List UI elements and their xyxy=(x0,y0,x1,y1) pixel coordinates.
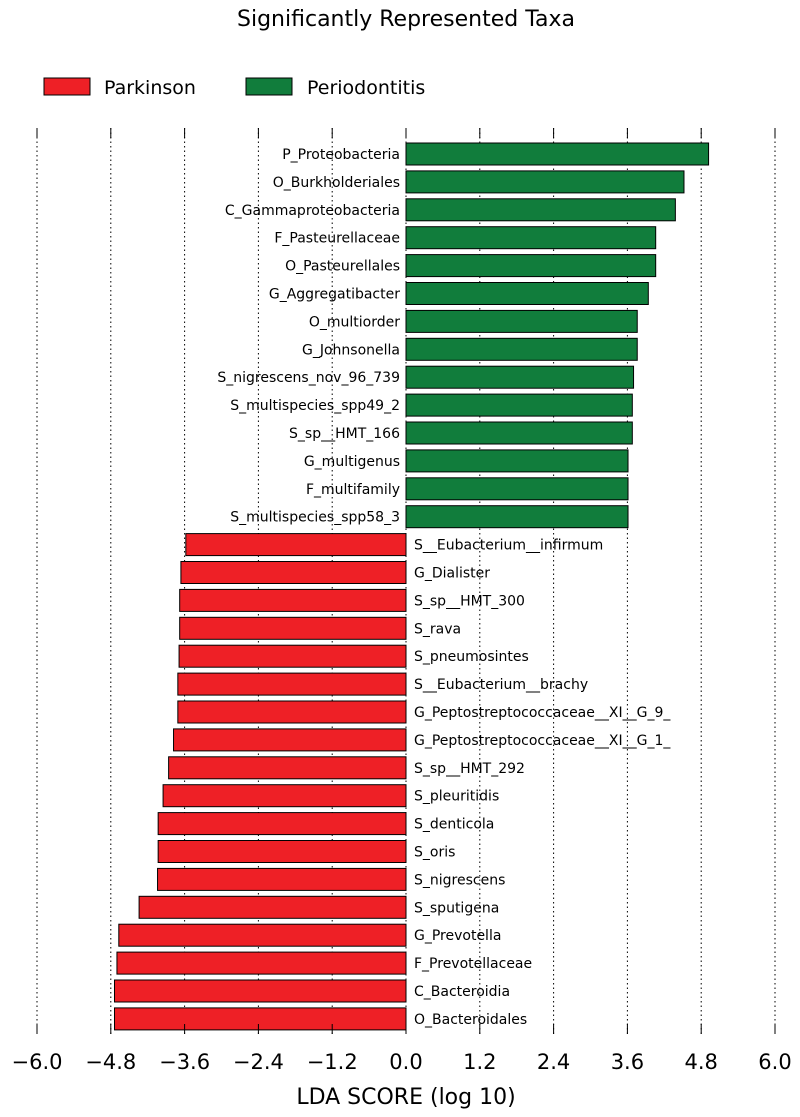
bar-label-g-dialister: G_Dialister xyxy=(414,566,490,582)
bar-o-burkholderiales xyxy=(405,170,685,194)
bar-label-s-nigrescens: S_nigrescens xyxy=(414,872,505,888)
bar-s-nigrescens-nov-96-739 xyxy=(405,365,635,389)
bar-g-peptostreptococcaceae-xi-g-1 xyxy=(173,728,407,752)
bar-label-c-bacteroidia: C_Bacteroidia xyxy=(414,984,510,1000)
bar-s-multispecies-spp49-2 xyxy=(405,393,633,417)
bar-label-p-proteobacteria: P_Proteobacteria xyxy=(282,147,400,163)
x-axis-label: LDA SCORE (log 10) xyxy=(296,1085,515,1110)
bar-s-sp-hmt-300 xyxy=(179,588,407,612)
bar-label-f-pasteurellaceae: F_Pasteurellaceae xyxy=(274,231,400,247)
bar-c-gammaproteobacteria xyxy=(405,198,676,222)
x-axis: −6.0 −4.8 −3.6 −2.4 −1.2 0.0 1.2 2.4 3.6 4.8 6.0 xyxy=(12,128,792,1074)
bar-s-eubacterium-infirmum xyxy=(185,533,407,557)
legend-swatch-parkinson xyxy=(43,77,91,96)
bar-s-eubacterium-brachy xyxy=(177,672,407,696)
bar-label-g-peptostreptococcaceae-xi-g-9: G_Peptostreptococcaceae__XI__G_9_ xyxy=(414,705,671,721)
bar-s-pleuritidis xyxy=(162,784,407,808)
bar-label-c-gammaproteobacteria: C_Gammaproteobacteria xyxy=(225,203,400,219)
bar-label-s-eubacterium-brachy: S__Eubacterium__brachy xyxy=(414,677,588,693)
bar-label-o-multiorder: O_multiorder xyxy=(309,314,400,330)
bar-label-g-multigenus: G_multigenus xyxy=(304,454,400,470)
x-tick-label: −6.0 xyxy=(12,1050,63,1074)
bar-label-s-sp-hmt-300: S_sp__HMT_300 xyxy=(414,593,525,609)
bar-label-g-aggregatibacter: G_Aggregatibacter xyxy=(269,287,400,303)
bar-label-s-sputigena: S_sputigena xyxy=(414,900,499,916)
bar-p-proteobacteria xyxy=(405,142,710,166)
bar-label-o-burkholderiales: O_Burkholderiales xyxy=(273,175,400,191)
bar-g-dialister xyxy=(180,561,407,584)
legend: Parkinson Periodontitis xyxy=(43,77,425,99)
bar-g-aggregatibacter xyxy=(405,282,649,305)
bar-s-denticola xyxy=(157,812,407,836)
legend-swatch-periodontitis xyxy=(245,77,293,96)
legend-label-periodontitis: Periodontitis xyxy=(307,77,425,99)
legend-label-parkinson: Parkinson xyxy=(104,77,196,99)
bar-s-pneumosintes xyxy=(178,644,407,668)
bar-c-bacteroidia xyxy=(113,979,407,1003)
bar-f-pasteurellaceae xyxy=(405,226,657,250)
bar-s-oris xyxy=(157,840,407,863)
bar-label-s-sp-hmt-166: S_sp__HMT_166 xyxy=(289,426,400,442)
bar-g-peptostreptococcaceae-xi-g-9 xyxy=(177,700,407,724)
bar-label-s-multispecies-spp49-2: S_multispecies_spp49_2 xyxy=(230,398,400,414)
bar-s-sp-hmt-292 xyxy=(168,756,407,780)
bar-g-johnsonella xyxy=(405,337,638,361)
bar-label-g-johnsonella: G_Johnsonella xyxy=(302,342,400,358)
bar-label-g-peptostreptococcaceae-xi-g-1: G_Peptostreptococcaceae__XI__G_1_ xyxy=(414,733,671,749)
x-tick-label: −1.2 xyxy=(307,1050,358,1074)
bar-label-s-rava: S_rava xyxy=(414,621,461,637)
bar-label-s-eubacterium-infirmum: S__Eubacterium__infirmum xyxy=(414,538,603,554)
bar-g-multigenus xyxy=(405,449,629,473)
bar-g-prevotella xyxy=(118,923,407,947)
bar-label-o-bacteroidales: O_Bacteroidales xyxy=(414,1012,527,1028)
bar-label-f-prevotellaceae: F_Prevotellaceae xyxy=(414,956,532,972)
bar-label-s-oris: S_oris xyxy=(414,845,455,861)
bars xyxy=(113,142,710,1031)
bar-f-prevotellaceae xyxy=(116,951,407,975)
x-tick-label: 0.0 xyxy=(389,1050,422,1074)
x-tick-label: −4.8 xyxy=(85,1050,136,1074)
x-tick-label: 6.0 xyxy=(758,1050,791,1074)
bar-label-o-pasteurellales: O_Pasteurellales xyxy=(285,259,400,275)
bar-label-f-multifamily: F_multifamily xyxy=(306,482,400,498)
bar-o-multiorder xyxy=(405,309,638,333)
chart-title: Significantly Represented Taxa xyxy=(237,7,575,32)
bar-s-multispecies-spp58-3 xyxy=(405,505,629,529)
x-tick-label: −2.4 xyxy=(233,1050,284,1074)
bar-label-s-pneumosintes: S_pneumosintes xyxy=(414,649,529,665)
bar-label-s-multispecies-spp58-3: S_multispecies_spp58_3 xyxy=(230,510,400,526)
bar-label-s-nigrescens-nov-96-739: S_nigrescens_nov_96_739 xyxy=(217,370,400,386)
bar-o-bacteroidales xyxy=(113,1007,407,1031)
x-tick-label: 1.2 xyxy=(463,1050,496,1074)
bar-label-g-prevotella: G_Prevotella xyxy=(414,928,501,944)
x-tick-label: 4.8 xyxy=(684,1050,717,1074)
bar-labels: P_Proteobacteria O_Burkholderiales C_Gamma… xyxy=(217,147,671,1028)
x-tick-label: 3.6 xyxy=(611,1050,644,1074)
bar-label-s-sp-hmt-292: S_sp__HMT_292 xyxy=(414,761,525,777)
bar-s-sp-hmt-166 xyxy=(405,421,633,445)
bar-s-rava xyxy=(179,616,407,640)
bar-o-pasteurellales xyxy=(405,254,657,278)
bar-label-s-denticola: S_denticola xyxy=(414,817,494,833)
bar-s-nigrescens xyxy=(157,867,407,891)
bar-label-s-pleuritidis: S_pleuritidis xyxy=(414,789,499,805)
bar-s-sputigena xyxy=(138,895,407,919)
x-tick-label: 2.4 xyxy=(537,1050,570,1074)
x-tick-label: −3.6 xyxy=(159,1050,210,1074)
bar-f-multifamily xyxy=(405,477,629,501)
